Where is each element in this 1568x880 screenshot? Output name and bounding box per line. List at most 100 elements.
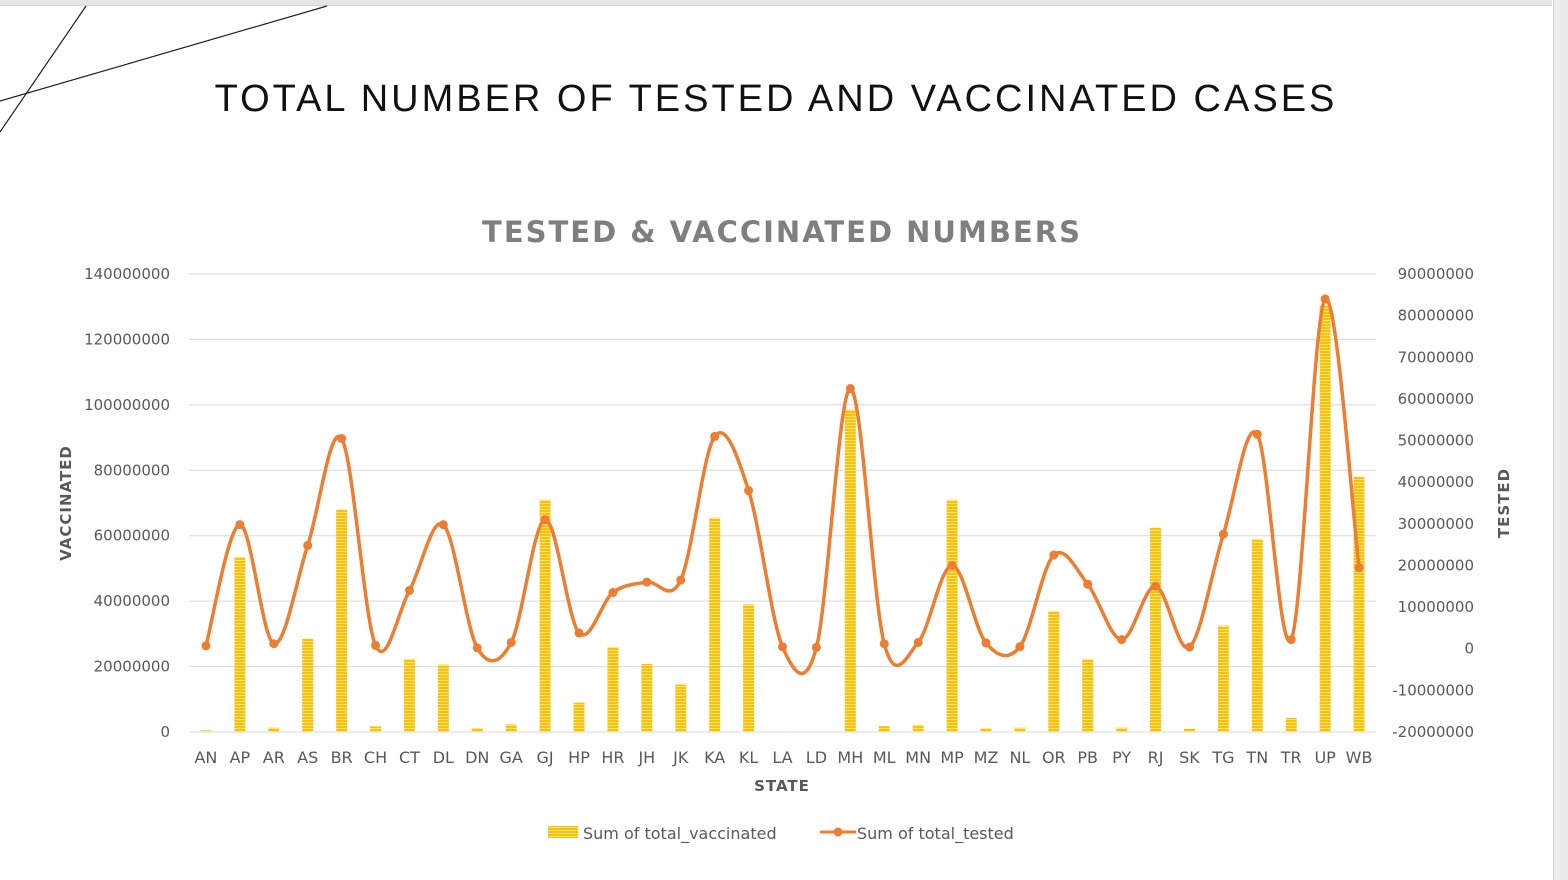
bar bbox=[573, 702, 585, 732]
x-tick-label: DN bbox=[465, 748, 489, 767]
line-point bbox=[710, 431, 720, 441]
bar bbox=[336, 509, 348, 732]
line-point bbox=[879, 639, 889, 649]
line-point bbox=[1184, 642, 1194, 652]
x-tick-label: LA bbox=[772, 748, 792, 767]
x-tick-label: TR bbox=[1280, 748, 1302, 767]
line-point bbox=[472, 643, 482, 653]
bar bbox=[1048, 610, 1060, 732]
y2-tick-label: 70000000 bbox=[1398, 348, 1474, 366]
x-tick-label: MZ bbox=[974, 748, 999, 767]
y-tick-label: 80000000 bbox=[94, 461, 170, 479]
decorative-line-2 bbox=[0, 5, 328, 102]
line-point bbox=[1049, 550, 1059, 560]
line-point bbox=[1117, 635, 1127, 645]
y2-tick-label: 20000000 bbox=[1398, 556, 1474, 574]
line-point bbox=[947, 560, 957, 570]
line-point bbox=[574, 628, 584, 638]
x-tick-label: SK bbox=[1179, 748, 1200, 767]
x-tick-label: DL bbox=[433, 748, 454, 767]
bar bbox=[437, 664, 449, 732]
line-point bbox=[642, 577, 652, 587]
bar bbox=[946, 499, 958, 732]
line-point bbox=[303, 540, 313, 550]
y2-tick-label: 10000000 bbox=[1398, 598, 1474, 616]
x-tick-label: CH bbox=[364, 748, 387, 767]
line-point bbox=[1151, 581, 1161, 591]
tested-line bbox=[204, 297, 1361, 676]
bar bbox=[268, 727, 280, 732]
bar bbox=[709, 517, 721, 732]
y2-tick-label: 30000000 bbox=[1398, 515, 1474, 533]
line-point bbox=[744, 486, 754, 496]
x-tick-label: AP bbox=[230, 748, 251, 767]
bar bbox=[844, 409, 856, 732]
y-tick-label: 100000000 bbox=[84, 396, 170, 414]
legend: Sum of total_vaccinated Sum of total_test… bbox=[548, 824, 1014, 844]
y-tick-label: 40000000 bbox=[94, 592, 170, 610]
y-tick-label: 120000000 bbox=[84, 330, 170, 348]
y2-tick-label: 80000000 bbox=[1398, 307, 1474, 325]
legend-bar-swatch bbox=[548, 826, 578, 838]
x-tick-label: HR bbox=[601, 748, 624, 767]
y2-tick-label: 0 bbox=[1464, 640, 1474, 658]
line-point bbox=[438, 520, 448, 530]
bar-series bbox=[200, 305, 1365, 732]
bar bbox=[370, 726, 382, 732]
gridlines bbox=[189, 273, 1376, 733]
y2-tick-label: 40000000 bbox=[1398, 473, 1474, 491]
y-tick-label: 20000000 bbox=[94, 658, 170, 676]
x-tick-label: AN bbox=[194, 748, 217, 767]
line-point bbox=[676, 575, 686, 585]
y2-tick-label: -20000000 bbox=[1392, 723, 1474, 741]
legend-line-marker bbox=[833, 827, 843, 837]
bar bbox=[1183, 728, 1195, 732]
legend-label-tested: Sum of total_tested bbox=[857, 824, 1014, 844]
bar bbox=[1014, 727, 1026, 732]
x-tick-label: KA bbox=[704, 748, 725, 767]
bar bbox=[777, 731, 788, 732]
line-point bbox=[269, 639, 279, 649]
bar bbox=[607, 646, 619, 732]
line-point bbox=[778, 642, 787, 652]
line-point bbox=[337, 433, 347, 443]
bar bbox=[539, 499, 551, 732]
x-tick-label: RJ bbox=[1148, 748, 1164, 767]
y-tick-label: 0 bbox=[160, 723, 170, 741]
line-point bbox=[404, 585, 414, 595]
x-tick-label: TG bbox=[1211, 748, 1234, 767]
line-point bbox=[1015, 642, 1025, 652]
line-point bbox=[981, 638, 991, 648]
bar bbox=[1150, 527, 1162, 732]
y-axis-ticks: 0 20000000 40000000 60000000 80000000 1000000… bbox=[84, 265, 170, 741]
x-tick-label: ML bbox=[873, 748, 896, 767]
bar bbox=[641, 663, 653, 732]
bar bbox=[1285, 717, 1297, 732]
x-tick-label: PB bbox=[1077, 748, 1098, 767]
line-point bbox=[506, 637, 516, 647]
bar bbox=[471, 728, 483, 732]
y-axis-label: VACCINATED bbox=[57, 445, 75, 561]
bar bbox=[302, 638, 314, 732]
bar bbox=[234, 556, 246, 732]
scrollbar-track[interactable] bbox=[1553, 0, 1568, 880]
x-tick-label: PY bbox=[1112, 748, 1131, 767]
line-point bbox=[1252, 429, 1262, 439]
x-tick-label: CT bbox=[399, 748, 420, 767]
legend-label-vaccinated: Sum of total_vaccinated bbox=[583, 824, 777, 844]
line-point bbox=[1286, 635, 1296, 645]
x-axis-label: STATE bbox=[754, 777, 810, 795]
x-tick-label: MP bbox=[940, 748, 964, 767]
bar bbox=[403, 659, 415, 732]
y2-tick-label: -10000000 bbox=[1392, 681, 1474, 699]
x-tick-label: KL bbox=[739, 748, 758, 767]
bar bbox=[1082, 659, 1094, 732]
line-point bbox=[371, 640, 381, 650]
x-tick-label: NL bbox=[1009, 748, 1030, 767]
x-axis-ticks: AN AP AR AS BR CH CT DL DN GA GJ HP HR JH JK KA KL LA LD MH… bbox=[194, 748, 1372, 767]
bar bbox=[675, 684, 687, 732]
y-tick-label: 140000000 bbox=[84, 265, 170, 283]
x-tick-label: WB bbox=[1346, 748, 1373, 767]
